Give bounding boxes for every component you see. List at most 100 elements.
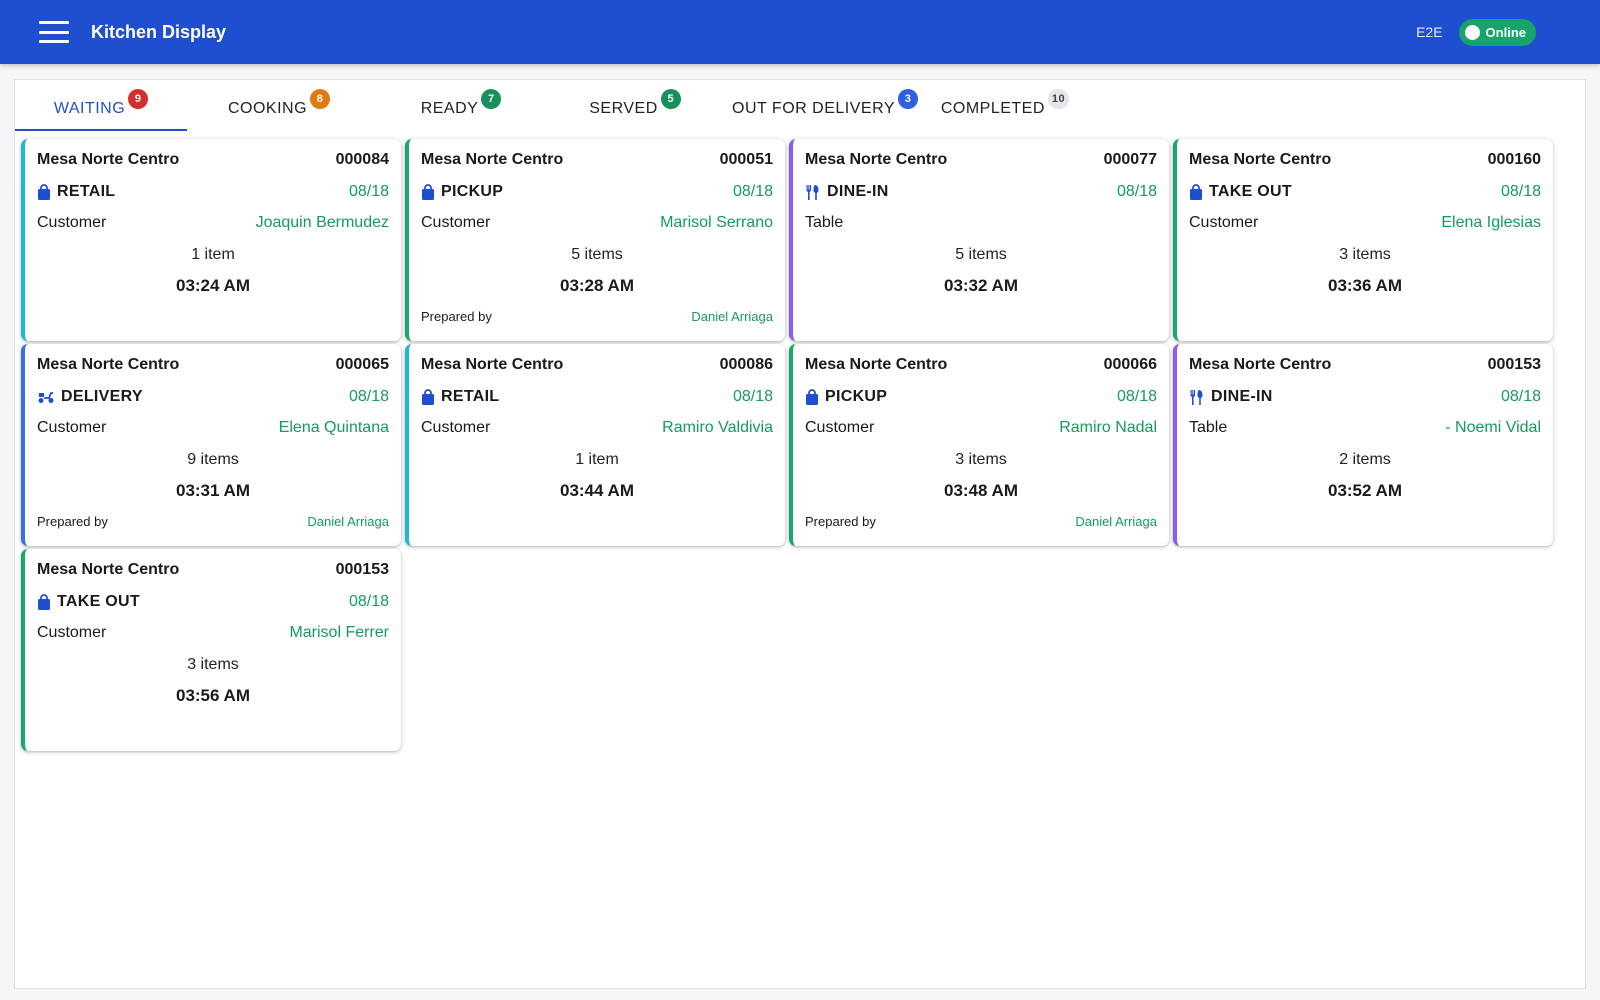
order-type: DINE-IN (805, 183, 889, 201)
user-code: E2E (1416, 24, 1443, 40)
tab-count-badge: 10 (1047, 89, 1070, 109)
order-type-label: RETAIL (441, 388, 500, 405)
tab-cooking[interactable]: COOKING 8 (213, 80, 345, 130)
item-count: 3 items (187, 656, 239, 673)
order-time: 03:52 AM (1327, 481, 1402, 500)
order-card[interactable]: Mesa Norte Centro 000066 PICKUP 08/18 Custom… (789, 344, 1169, 546)
item-count: 5 items (955, 246, 1007, 263)
order-number: 000160 (1487, 151, 1541, 168)
order-card[interactable]: Mesa Norte Centro 000086 RETAIL 08/18 Custom… (405, 344, 785, 546)
prepared-by-name: Daniel Arriaga (691, 309, 773, 324)
order-date: 08/18 (348, 593, 389, 610)
order-location: Mesa Norte Centro (37, 561, 180, 578)
order-location: Mesa Norte Centro (37, 356, 180, 373)
tab-completed[interactable]: COMPLETED 10 (935, 80, 1075, 130)
online-toggle[interactable]: Online (1458, 18, 1536, 46)
order-type: RETAIL (421, 388, 499, 406)
tab-label: COOKING (227, 100, 308, 117)
order-type: DELIVERY (37, 388, 143, 406)
tab-waiting[interactable]: WAITING 9 (15, 80, 187, 131)
order-card[interactable]: Mesa Norte Centro 000051 PICKUP 08/18 Custom… (405, 139, 785, 341)
utensils-icon (1189, 389, 1211, 406)
order-type-label: PICKUP (825, 388, 888, 405)
toggle-knob-icon (1464, 24, 1480, 40)
tab-label: COMPLETED (940, 100, 1045, 117)
order-date: 08/18 (348, 183, 389, 200)
order-number: 000066 (1103, 356, 1157, 373)
order-number: 000084 (335, 151, 389, 168)
bag-icon (1189, 184, 1209, 200)
item-count: 1 item (575, 451, 619, 468)
party-value: Joaquin Bermudez (255, 214, 389, 231)
order-date: 08/18 (348, 388, 389, 405)
order-time: 03:31 AM (175, 481, 250, 500)
item-count: 3 items (1339, 246, 1391, 263)
order-number: 000065 (335, 356, 389, 373)
order-type: RETAIL (37, 183, 115, 201)
orders-panel: WAITING 9 COOKING 8 READY 7 SERVED 5 OUT FOR DEL… (14, 79, 1586, 989)
prepared-by-label: Prepared by (805, 514, 876, 529)
party-value: Elena Quintana (278, 419, 389, 436)
party-value: - Noemi Vidal (1445, 419, 1541, 436)
order-card[interactable]: Mesa Norte Centro 000160 TAKE OUT 08/18 Cust… (1173, 139, 1553, 341)
utensils-icon (805, 184, 827, 201)
order-card[interactable]: Mesa Norte Centro 000065 DELIVERY 08/18 Cust… (21, 344, 401, 546)
order-location: Mesa Norte Centro (37, 151, 180, 168)
party-label: Customer (805, 419, 875, 436)
order-date: 08/18 (1116, 183, 1157, 200)
order-number: 000051 (719, 151, 773, 168)
order-location: Mesa Norte Centro (1189, 356, 1332, 373)
party-label: Customer (37, 419, 107, 436)
order-time: 03:36 AM (1327, 276, 1402, 295)
party-label: Table (1189, 419, 1228, 436)
order-location: Mesa Norte Centro (805, 151, 948, 168)
order-time: 03:44 AM (559, 481, 634, 500)
party-value: Elena Iglesias (1441, 214, 1541, 231)
tab-count-badge: 8 (310, 89, 331, 109)
party-label: Customer (421, 419, 491, 436)
order-card[interactable]: Mesa Norte Centro 000077 DINE-IN 08/18 Table… (789, 139, 1169, 341)
tab-count-badge: 9 (128, 89, 149, 109)
order-type-label: PICKUP (441, 183, 504, 200)
tab-count-badge: 5 (660, 89, 681, 109)
menu-icon[interactable] (39, 21, 69, 43)
order-time: 03:32 AM (943, 276, 1018, 295)
online-status-label: Online (1485, 24, 1526, 40)
tab-out-for-delivery[interactable]: OUT FOR DELIVERY 3 (725, 80, 925, 130)
order-type: TAKE OUT (1189, 183, 1292, 201)
app-title: Kitchen Display (91, 21, 227, 42)
tab-count-badge: 3 (898, 89, 918, 109)
item-count: 2 items (1339, 451, 1391, 468)
party-value: Marisol Serrano (660, 214, 773, 231)
order-location: Mesa Norte Centro (805, 356, 948, 373)
order-type: PICKUP (805, 388, 887, 406)
order-date: 08/18 (1500, 183, 1541, 200)
order-type-label: DELIVERY (61, 388, 143, 405)
prepared-by-label: Prepared by (37, 514, 108, 529)
order-number: 000153 (335, 561, 389, 578)
party-label: Customer (1189, 214, 1259, 231)
order-type-label: DINE-IN (827, 183, 889, 200)
tab-served[interactable]: SERVED 5 (555, 80, 715, 130)
order-location: Mesa Norte Centro (1189, 151, 1332, 168)
item-count: 3 items (955, 451, 1007, 468)
order-card[interactable]: Mesa Norte Centro 000084 RETAIL 08/18 Custom… (21, 139, 401, 341)
order-number: 000086 (719, 356, 773, 373)
order-card[interactable]: Mesa Norte Centro 000153 DINE-IN 08/18 Table… (1173, 344, 1553, 546)
bag-icon (805, 389, 825, 405)
order-time: 03:48 AM (943, 481, 1018, 500)
tab-label: OUT FOR DELIVERY (732, 100, 895, 117)
order-card[interactable]: Mesa Norte Centro 000153 TAKE OUT 08/18 Cust… (21, 549, 401, 751)
order-date: 08/18 (1500, 388, 1541, 405)
bag-icon (421, 389, 441, 405)
item-count: 5 items (571, 246, 623, 263)
order-type: PICKUP (421, 183, 503, 201)
tab-label: SERVED (589, 100, 658, 117)
order-date: 08/18 (732, 183, 773, 200)
tab-ready[interactable]: READY 7 (385, 80, 537, 130)
party-value: Ramiro Valdivia (662, 419, 773, 436)
bag-icon (421, 184, 441, 200)
order-date: 08/18 (1116, 388, 1157, 405)
bag-icon (37, 594, 57, 610)
order-number: 000077 (1103, 151, 1157, 168)
